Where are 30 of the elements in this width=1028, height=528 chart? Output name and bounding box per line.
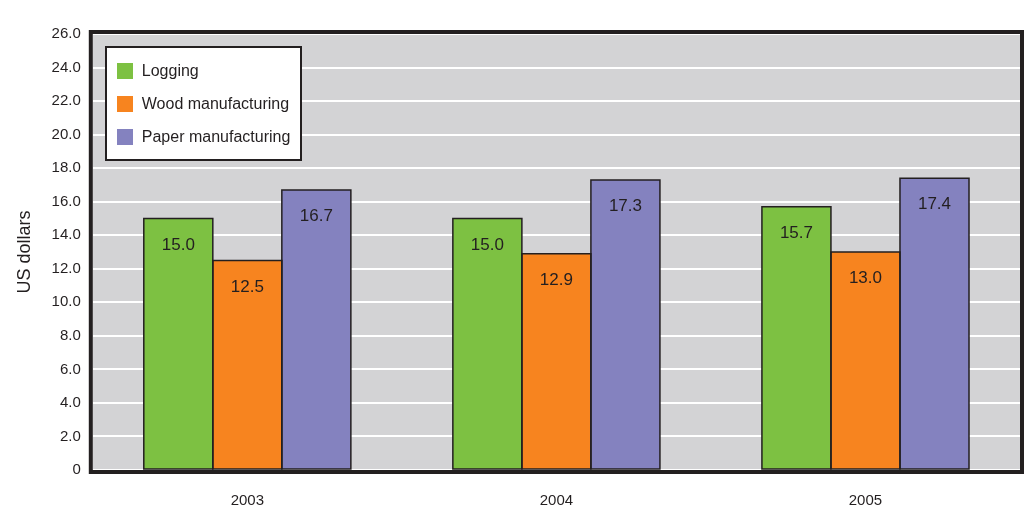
x-tick-label: 2005 bbox=[848, 491, 883, 509]
y-tick-label: 24.0 bbox=[51, 57, 81, 75]
data-label: 13.0 bbox=[848, 268, 883, 288]
y-tick-label: 6.0 bbox=[59, 359, 81, 377]
data-label: 16.7 bbox=[299, 206, 333, 226]
legend-label: Wood manufacturing bbox=[141, 94, 290, 113]
y-tick-label: 2.0 bbox=[59, 426, 81, 444]
y-tick-label: 10.0 bbox=[51, 292, 81, 310]
y-tick-label: 20.0 bbox=[51, 124, 81, 142]
y-axis-title: US dollars bbox=[13, 210, 34, 294]
y-tick-label: 18.0 bbox=[51, 158, 81, 176]
data-label: 17.3 bbox=[608, 196, 642, 216]
x-tick-label: 2003 bbox=[230, 491, 265, 509]
y-tick-label: 22.0 bbox=[51, 91, 81, 109]
y-tick-label: 14.0 bbox=[51, 225, 81, 243]
data-label: 15.0 bbox=[470, 234, 504, 254]
legend-label: Logging bbox=[141, 61, 199, 80]
data-label: 15.7 bbox=[779, 222, 813, 242]
y-tick-label: 26.0 bbox=[51, 24, 81, 42]
y-tick-label: 0 bbox=[72, 460, 81, 478]
data-label: 12.5 bbox=[230, 276, 264, 296]
data-label: 17.4 bbox=[917, 194, 952, 214]
data-label: 15.0 bbox=[161, 234, 195, 254]
y-tick-label: 16.0 bbox=[51, 191, 81, 209]
y-tick-label: 8.0 bbox=[59, 325, 81, 343]
y-tick-label: 12.0 bbox=[51, 258, 81, 276]
data-label: 12.9 bbox=[539, 269, 573, 289]
legend-label: Paper manufacturing bbox=[141, 127, 291, 146]
x-tick-label: 2004 bbox=[539, 491, 574, 509]
y-tick-label: 4.0 bbox=[59, 393, 81, 411]
